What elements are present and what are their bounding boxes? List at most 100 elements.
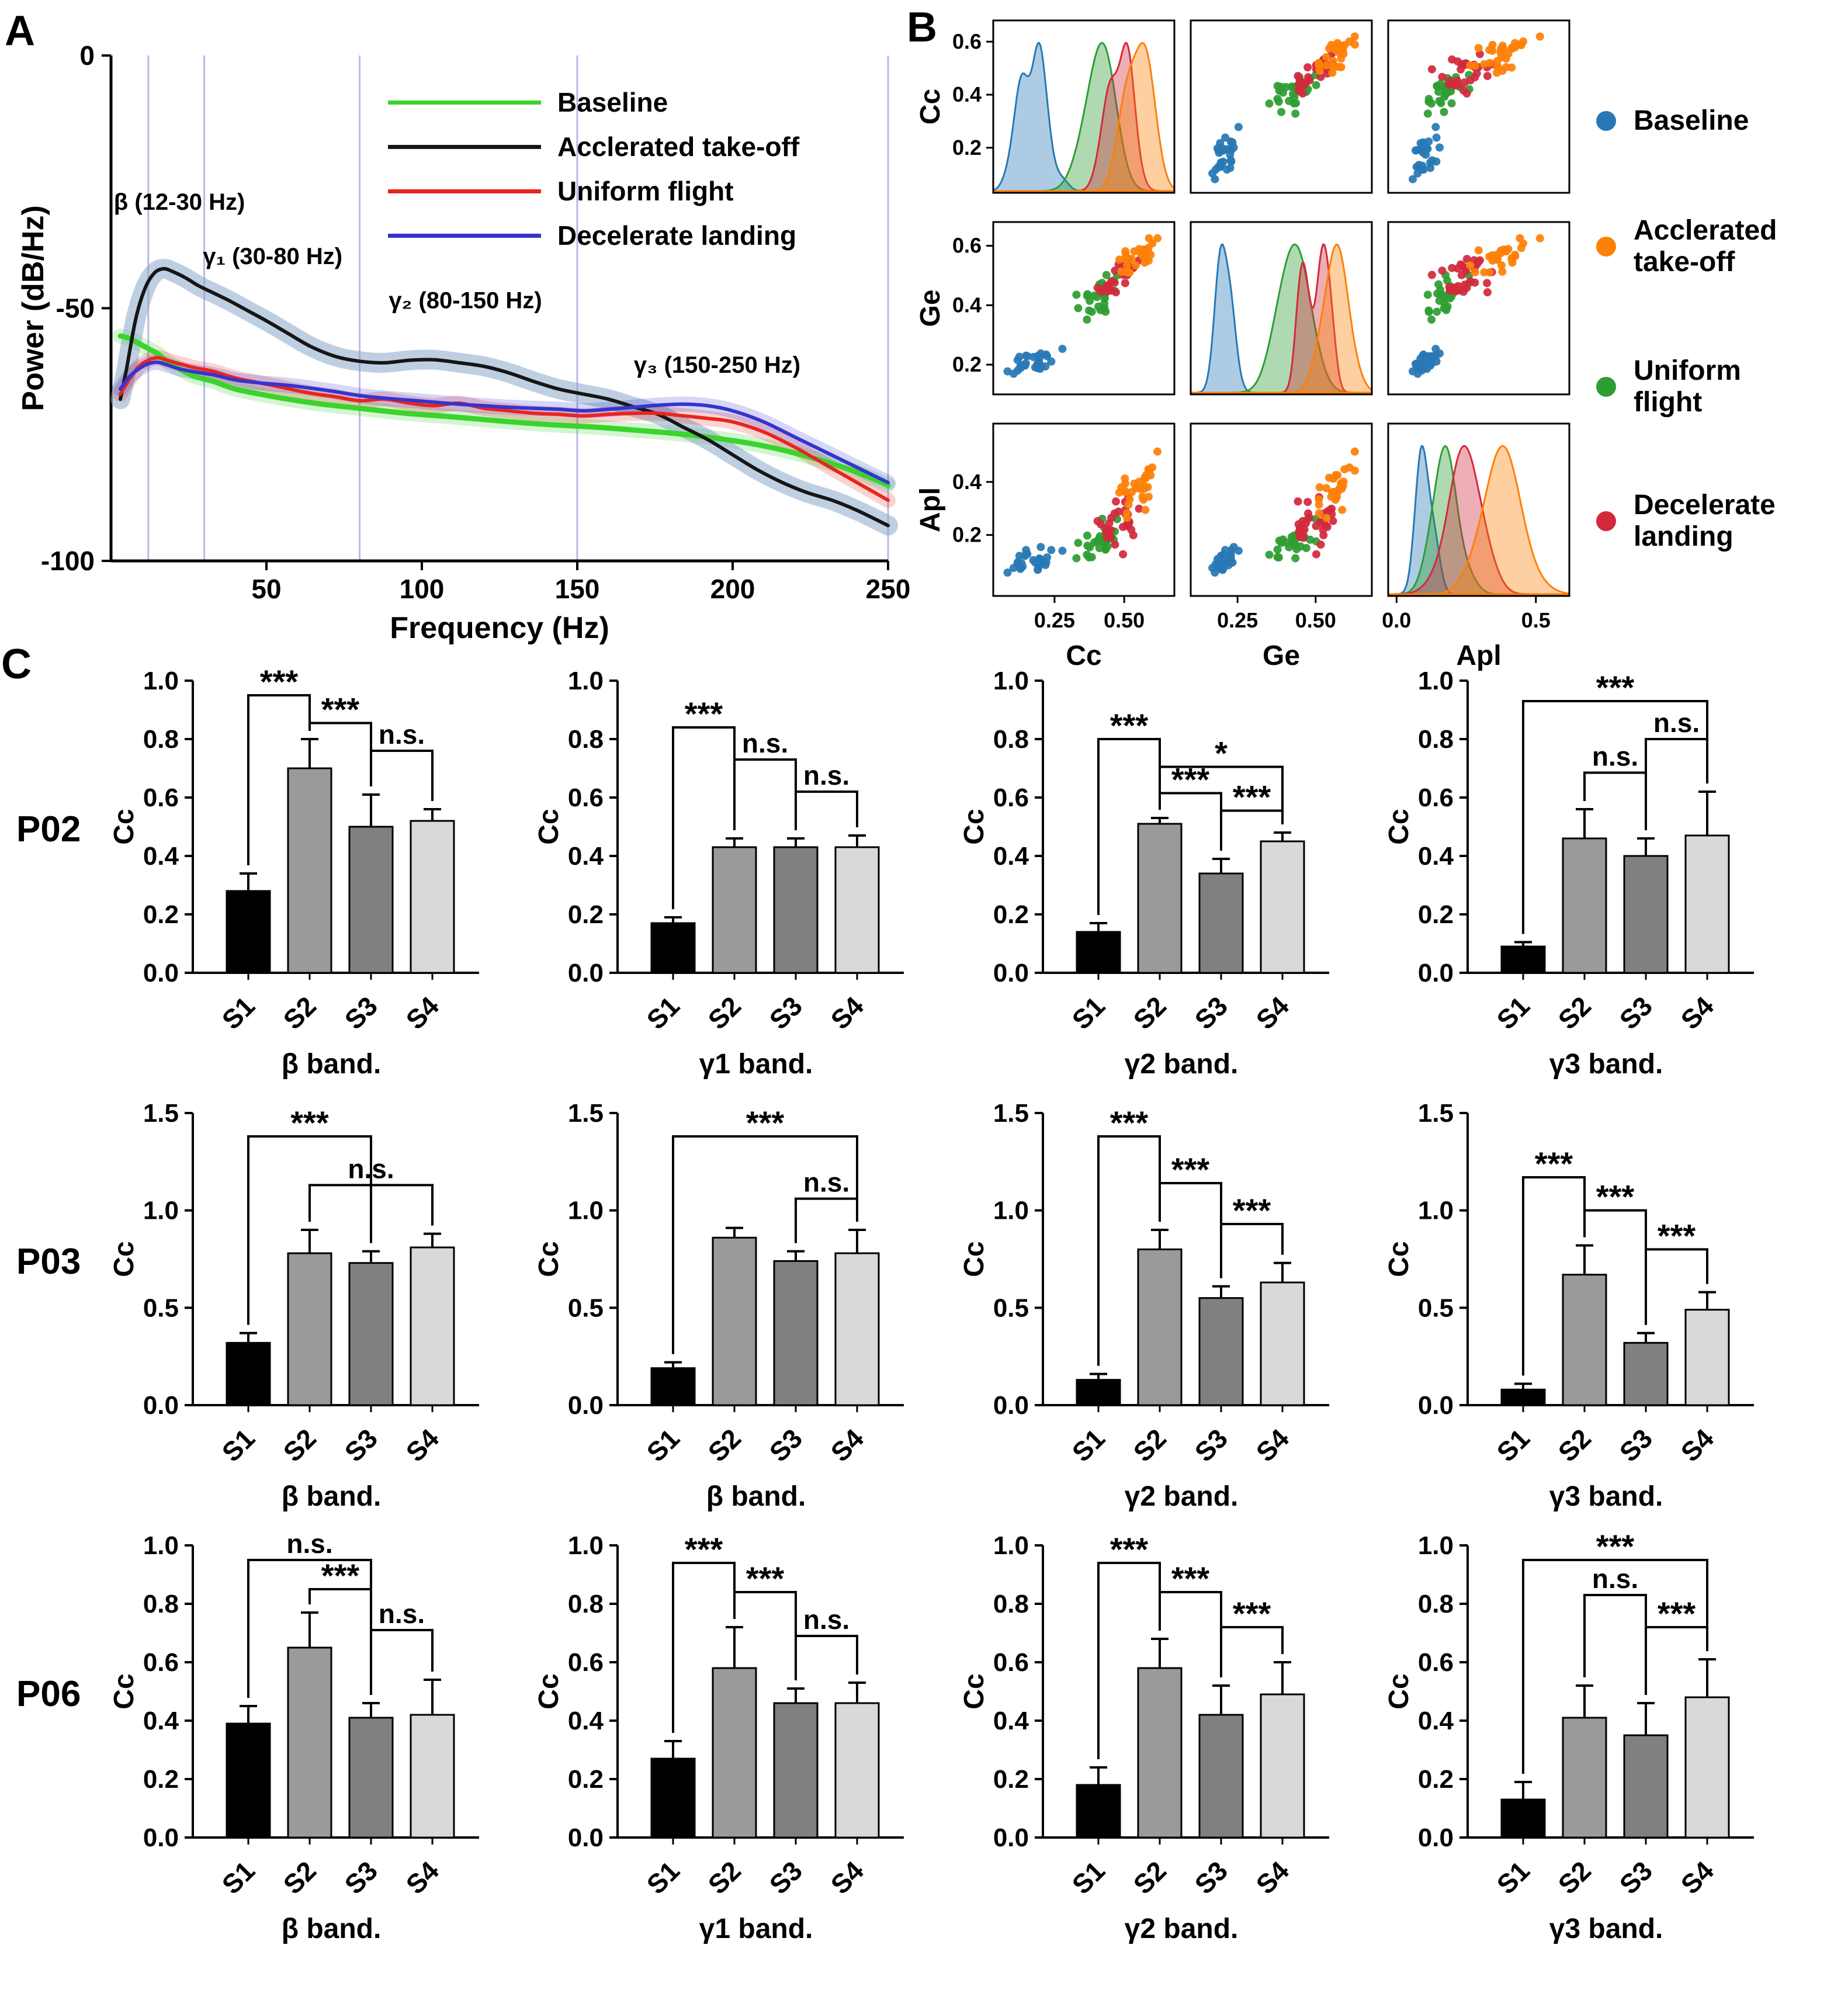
svg-text:1.0: 1.0	[568, 1531, 604, 1560]
svg-text:S4: S4	[400, 1423, 445, 1468]
svg-text:0.8: 0.8	[993, 1590, 1029, 1618]
legend-label: Uniform flight	[1634, 355, 1741, 418]
svg-text:0.4: 0.4	[1418, 842, 1454, 871]
svg-text:0.4: 0.4	[143, 1707, 179, 1735]
svg-text:***: ***	[1171, 1560, 1210, 1597]
svg-text:0.5: 0.5	[143, 1294, 179, 1322]
svg-text:Cc: Cc	[915, 89, 946, 124]
svg-text:0.6: 0.6	[143, 1648, 179, 1677]
svg-text:0.6: 0.6	[993, 1648, 1029, 1677]
svg-text:1.0: 1.0	[993, 1197, 1029, 1225]
svg-text:0.50: 0.50	[1295, 608, 1336, 632]
svg-text:0.4: 0.4	[993, 842, 1029, 871]
svg-text:Cc: Cc	[959, 809, 990, 844]
svg-text:β band.: β band.	[282, 1913, 382, 1944]
svg-text:S1: S1	[1491, 1423, 1536, 1468]
svg-text:Cc: Cc	[959, 1241, 990, 1277]
svg-text:***: ***	[1110, 1531, 1149, 1568]
svg-text:0.50: 0.50	[1104, 608, 1145, 632]
svg-text:0.5: 0.5	[568, 1294, 604, 1322]
svg-text:0.0: 0.0	[568, 959, 604, 987]
landing-line-swatch	[388, 233, 541, 238]
svg-text:S1: S1	[1066, 1423, 1111, 1468]
svg-text:S1: S1	[216, 1423, 261, 1468]
panel-b-legend-item: Baseline	[1596, 105, 1803, 137]
legend-label: Acclerated take-off	[1634, 215, 1777, 278]
svg-text:S4: S4	[825, 1855, 870, 1900]
svg-text:0.8: 0.8	[1418, 725, 1454, 754]
svg-text:Cc: Cc	[109, 1673, 140, 1709]
svg-text:Frequency (Hz): Frequency (Hz)	[390, 611, 609, 645]
svg-text:γ2 band.: γ2 band.	[1125, 1049, 1239, 1080]
svg-text:0.8: 0.8	[993, 725, 1029, 754]
svg-text:0.2: 0.2	[568, 900, 604, 929]
svg-text:0.2: 0.2	[993, 900, 1029, 929]
legend-label: Acclerated take-off	[557, 131, 800, 162]
panel-b-legend-item: Decelerate landing	[1596, 490, 1803, 553]
svg-text:S4: S4	[825, 990, 870, 1035]
svg-text:0.8: 0.8	[143, 1590, 179, 1618]
svg-text:0.2: 0.2	[952, 523, 982, 547]
svg-text:S2: S2	[1128, 990, 1173, 1035]
svg-text:-50: -50	[56, 293, 95, 324]
svg-text:γ₂ (80-150 Hz): γ₂ (80-150 Hz)	[389, 288, 542, 314]
svg-text:***: ***	[321, 691, 360, 728]
svg-text:S1: S1	[641, 1423, 686, 1468]
svg-text:1.0: 1.0	[1418, 1531, 1454, 1560]
svg-text:***: ***	[1658, 1595, 1696, 1632]
svg-text:0.0: 0.0	[1418, 959, 1454, 987]
takeoff-line-swatch	[388, 144, 541, 149]
svg-text:S2: S2	[1552, 1423, 1597, 1468]
row-label-p03: P03	[16, 1242, 81, 1282]
svg-text:0.2: 0.2	[952, 352, 982, 376]
uniform-line-swatch	[388, 189, 541, 193]
takeoff-dot-swatch	[1596, 236, 1616, 256]
svg-text:γ2 band.: γ2 band.	[1125, 1481, 1239, 1512]
svg-text:γ3 band.: γ3 band.	[1549, 1913, 1663, 1944]
uniform-dot-swatch	[1596, 376, 1616, 397]
svg-text:S1: S1	[641, 990, 686, 1035]
legend-item: Uniform flight	[388, 175, 799, 207]
svg-text:n.s.: n.s.	[286, 1528, 332, 1559]
svg-text:S4: S4	[1675, 1423, 1720, 1468]
baseline-line-swatch	[388, 100, 541, 105]
svg-text:0.0: 0.0	[1418, 1823, 1454, 1852]
svg-text:***: ***	[1233, 1192, 1271, 1229]
svg-text:0.0: 0.0	[993, 1823, 1029, 1852]
svg-text:0.8: 0.8	[1418, 1590, 1454, 1618]
svg-text:0.5: 0.5	[1521, 608, 1551, 632]
svg-text:Cc: Cc	[1384, 809, 1414, 844]
svg-text:1.0: 1.0	[143, 1197, 179, 1225]
svg-text:n.s.: n.s.	[1592, 1563, 1638, 1594]
svg-text:0.2: 0.2	[143, 1765, 179, 1794]
legend-item: Decelerate landing	[388, 220, 799, 251]
svg-text:0.25: 0.25	[1034, 608, 1075, 632]
svg-text:0.0: 0.0	[568, 1823, 604, 1852]
svg-text:0.8: 0.8	[568, 725, 604, 754]
legend-label: Baseline	[1634, 105, 1749, 136]
svg-text:150: 150	[555, 574, 600, 604]
svg-text:1.0: 1.0	[993, 1531, 1029, 1560]
svg-text:0.4: 0.4	[568, 842, 604, 871]
svg-text:S4: S4	[825, 1423, 870, 1468]
svg-text:S3: S3	[764, 1423, 809, 1468]
svg-text:0.4: 0.4	[952, 82, 982, 106]
svg-text:***: ***	[1535, 1145, 1573, 1182]
svg-text:Cc: Cc	[1384, 1241, 1414, 1277]
svg-text:S1: S1	[1066, 1855, 1111, 1900]
svg-text:β band.: β band.	[282, 1049, 382, 1080]
panel-c-label: C	[1, 641, 32, 688]
svg-text:1.5: 1.5	[568, 1099, 604, 1128]
svg-text:0.2: 0.2	[993, 1765, 1029, 1794]
svg-text:S4: S4	[400, 1855, 445, 1900]
svg-text:S4: S4	[1250, 1855, 1295, 1900]
svg-text:Cc: Cc	[959, 1673, 990, 1709]
svg-text:S1: S1	[216, 990, 261, 1035]
svg-text:Cc: Cc	[1066, 640, 1101, 671]
svg-text:1.0: 1.0	[993, 667, 1029, 695]
svg-text:n.s.: n.s.	[1592, 741, 1638, 772]
svg-text:0.6: 0.6	[1418, 1648, 1454, 1677]
svg-text:Cc: Cc	[109, 809, 140, 844]
svg-text:n.s.: n.s.	[379, 1599, 425, 1629]
